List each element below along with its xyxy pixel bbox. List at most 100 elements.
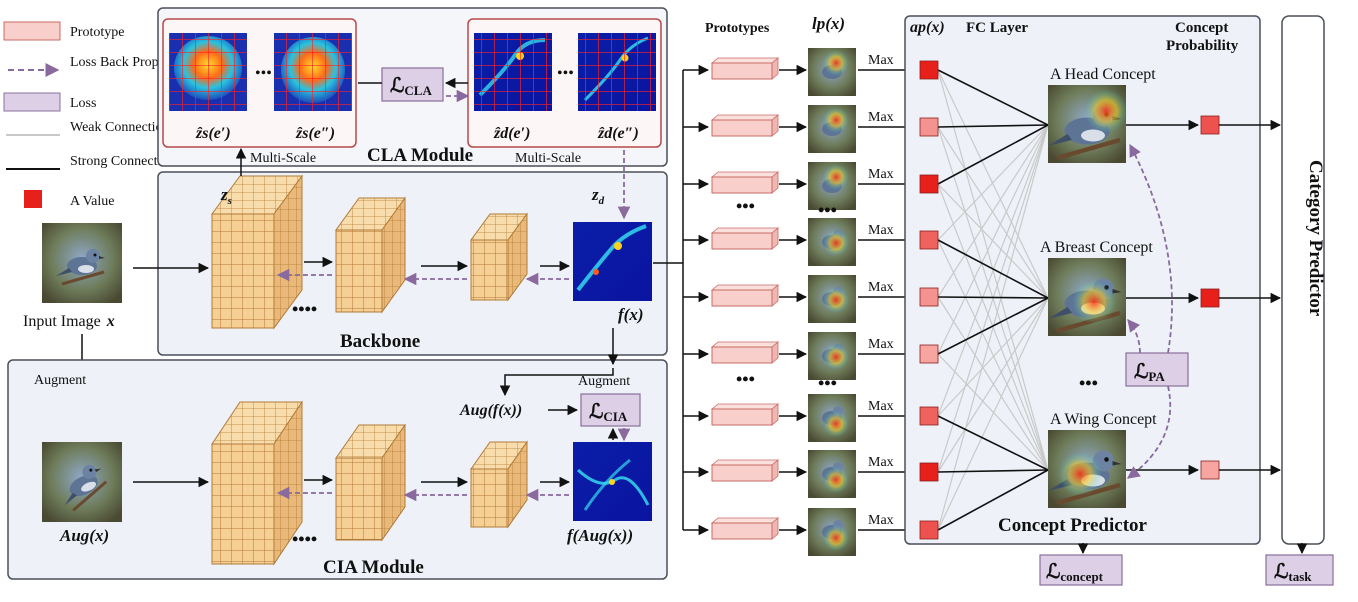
activation-value bbox=[919, 406, 939, 426]
weak-connection bbox=[937, 124, 1049, 473]
loss-pa: ℒPA bbox=[1125, 352, 1189, 387]
backbone-block-2 bbox=[335, 196, 406, 314]
concept-node: A Breast Concept bbox=[1040, 239, 1282, 336]
concept-image bbox=[1048, 430, 1126, 508]
strong-connection bbox=[937, 297, 1049, 355]
similarity-map-thumbnail bbox=[808, 105, 856, 153]
backprop-pa-to-breast bbox=[1127, 319, 1141, 354]
aug-fx-label: Aug(f(x)) bbox=[459, 402, 522, 419]
legend-prototype-label: Prototype bbox=[70, 25, 124, 40]
weak-connection bbox=[937, 124, 1049, 531]
prototype-box bbox=[711, 346, 773, 364]
prototype-box bbox=[711, 62, 773, 80]
weak-connection bbox=[937, 124, 1049, 417]
aug-image bbox=[42, 442, 122, 522]
z-hat-s1-label: ẑs(e′) bbox=[195, 125, 231, 142]
concept-nodes: A Head Concept A Breast Concept A Wing Con… bbox=[1040, 66, 1282, 508]
heatmap-deep-1 bbox=[474, 33, 552, 111]
category-predictor-title: Category Predictor bbox=[1305, 160, 1326, 317]
max-label: Max bbox=[868, 53, 894, 68]
prototype-top bbox=[710, 341, 780, 348]
concept-label: A Breast Concept bbox=[1040, 239, 1153, 256]
concept-probability-value bbox=[1200, 115, 1220, 135]
activation-value bbox=[919, 462, 939, 482]
legend-value-swatch bbox=[24, 190, 42, 208]
similarity-map-thumbnail bbox=[808, 48, 856, 96]
z-hat-s2-label: ẑs(e″) bbox=[295, 125, 335, 142]
strong-connection bbox=[937, 469, 1049, 473]
cia-module: Augment Aug(x) bbox=[7, 328, 668, 580]
strong-connection bbox=[937, 469, 1049, 531]
svg-text:ℒconcept: ℒconcept bbox=[1046, 561, 1104, 584]
similarity-map-thumbnail bbox=[808, 162, 856, 210]
strong-connection bbox=[937, 239, 1049, 299]
prototypes-title: Prototypes bbox=[705, 21, 770, 36]
weak-connection bbox=[937, 297, 1049, 473]
svg-text:ℒtask: ℒtask bbox=[1274, 561, 1312, 584]
backprop-pa-to-wing bbox=[1126, 385, 1172, 479]
fx-label: f(x) bbox=[618, 305, 643, 324]
svg-text:ℒCIA: ℒCIA bbox=[589, 401, 628, 424]
prototype-top bbox=[710, 459, 780, 466]
prototype-top bbox=[710, 403, 780, 410]
legend-loss-label: Loss bbox=[70, 96, 96, 111]
backbone-title: Backbone bbox=[340, 331, 420, 352]
max-label: Max bbox=[868, 337, 894, 352]
similarity-map-thumbnail bbox=[808, 508, 856, 556]
cia-block-2 bbox=[335, 423, 406, 542]
prototype-ellipsis-dots: ••• bbox=[736, 369, 755, 389]
prototype-box bbox=[711, 408, 773, 426]
loss-cla: ℒCLA bbox=[381, 67, 444, 102]
legend-strong-label: Strong Connection bbox=[70, 154, 175, 169]
weak-connection bbox=[937, 69, 1049, 299]
strong-connection bbox=[937, 124, 1049, 128]
legend: Prototype Loss Back Propagation Loss Wea… bbox=[3, 21, 200, 209]
strong-connection bbox=[937, 124, 1049, 185]
max-label: Max bbox=[868, 455, 894, 470]
aug-x-label: Aug(x) bbox=[59, 526, 109, 545]
prototype-row: Max bbox=[683, 394, 919, 442]
weak-connection bbox=[937, 239, 1049, 471]
weak-connection bbox=[937, 124, 1049, 298]
max-label: Max bbox=[868, 399, 894, 414]
weak-connection bbox=[937, 183, 1049, 299]
prototype-box bbox=[711, 522, 773, 540]
strong-connection bbox=[937, 69, 1049, 126]
lp-title: lp(x) bbox=[812, 14, 845, 33]
concept-label: A Head Concept bbox=[1050, 66, 1156, 83]
multi-scale-left: Multi-Scale bbox=[250, 151, 316, 166]
activation-value bbox=[919, 174, 939, 194]
concept-probability-title: Concept Probability bbox=[1166, 20, 1239, 54]
cla-ellipsis-left: ••• bbox=[255, 65, 272, 82]
weak-connection bbox=[937, 297, 1049, 531]
prototype-row: Max bbox=[683, 105, 919, 153]
prototype-rows: Max Max Max Max Max Max Max Max Max bbox=[683, 48, 919, 556]
max-label: Max bbox=[868, 280, 894, 295]
feature-map-fx bbox=[573, 222, 652, 301]
ap-title: ap(x) bbox=[910, 19, 945, 36]
concept-node: A Wing Concept bbox=[1048, 411, 1282, 508]
legend-value-label: A Value bbox=[70, 194, 114, 209]
concept-ellipsis: ••• bbox=[1079, 373, 1098, 393]
prototype-top bbox=[710, 227, 780, 234]
activation-value bbox=[919, 60, 939, 80]
fc-layer-title: FC Layer bbox=[966, 20, 1028, 36]
prototype-row: Max bbox=[683, 218, 919, 266]
svg-text:ℒCLA: ℒCLA bbox=[390, 75, 432, 98]
prototype-ellipsis-dots: ••• bbox=[736, 196, 755, 216]
loss-cia: ℒCIA bbox=[580, 393, 641, 427]
max-label: Max bbox=[868, 167, 894, 182]
weak-connection bbox=[937, 296, 1049, 471]
concept-image bbox=[1048, 85, 1128, 163]
multi-scale-right: Multi-Scale bbox=[515, 151, 581, 166]
prototype-row: Max bbox=[683, 48, 919, 96]
weak-connection bbox=[937, 124, 1049, 355]
concept-predictor-title: Concept Predictor bbox=[998, 515, 1148, 536]
loss-task: ℒtask bbox=[1265, 554, 1334, 586]
heatmap-shallow-1 bbox=[169, 33, 247, 111]
strong-connection bbox=[937, 296, 1049, 299]
legend-prototype-swatch bbox=[3, 21, 61, 41]
concept-node: A Head Concept bbox=[1048, 66, 1282, 163]
strong-connection bbox=[937, 415, 1049, 471]
